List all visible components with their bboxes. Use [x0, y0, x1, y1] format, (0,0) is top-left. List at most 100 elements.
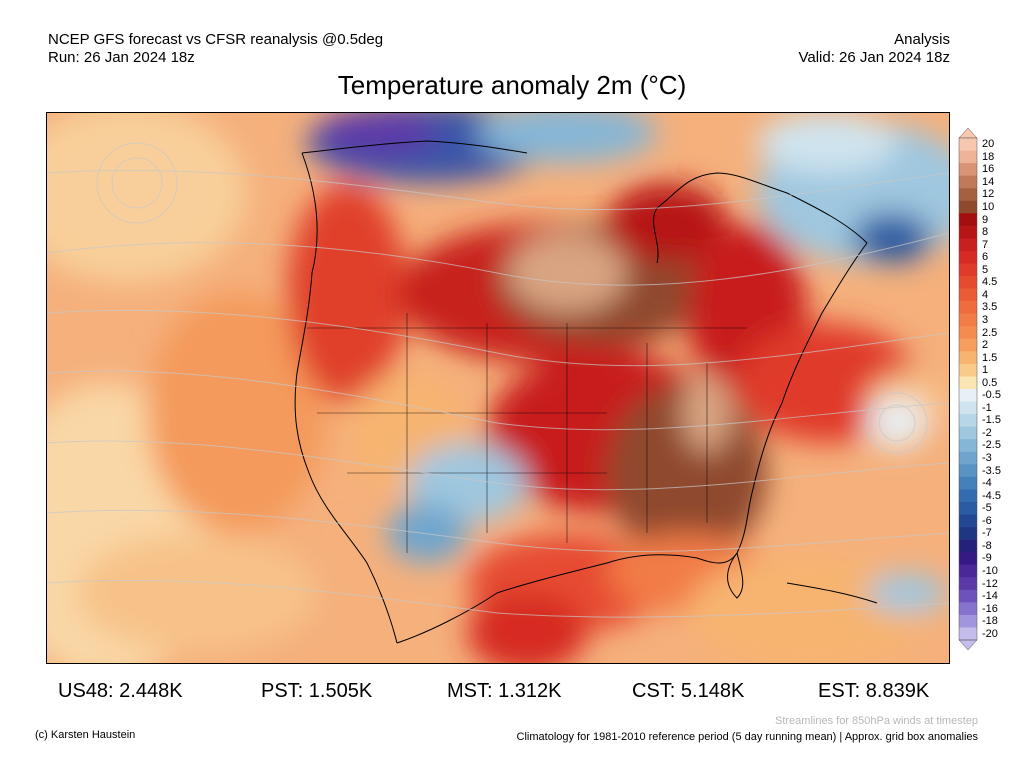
- colorbar-label: 3.5: [982, 301, 998, 314]
- colorbar-label: 6: [982, 251, 989, 264]
- colorbar-cell: [959, 552, 977, 565]
- colorbar-cell: [959, 326, 977, 340]
- credit: (c) Karsten Haustein: [35, 729, 136, 741]
- colorbar-cell: [959, 602, 977, 616]
- colorbar-cell: [959, 451, 977, 465]
- colorbar-label: 4: [982, 288, 989, 301]
- stat-mst: MST: 1.312K: [447, 680, 562, 702]
- stat-cst: CST: 5.148K: [632, 680, 745, 702]
- colorbar-cell: [959, 363, 977, 377]
- colorbar-label: -4: [982, 477, 992, 490]
- colorbar-cell: [959, 439, 977, 453]
- colorbar-label: 2: [982, 339, 989, 352]
- stat-us48: US48: 2.448K: [58, 680, 183, 702]
- colorbar-label: -16: [982, 602, 998, 615]
- colorbar-cell: [959, 188, 977, 202]
- colorbar-label: -7: [982, 527, 992, 540]
- colorbar-label: 20: [982, 138, 995, 151]
- colorbar-cell: [959, 501, 977, 515]
- colorbar-label: 18: [982, 150, 995, 163]
- borders: [307, 313, 747, 553]
- colorbar-cell: [959, 589, 977, 603]
- colorbar-cell: [959, 175, 977, 189]
- colorbar-label: -8: [982, 539, 992, 552]
- map-title: Temperature anomaly 2m (°C): [337, 70, 687, 100]
- colorbar-top-arrow: [958, 128, 978, 139]
- colorbar-cell: [959, 514, 977, 528]
- colorbar: [958, 128, 978, 650]
- colorbar-cell: [959, 389, 977, 402]
- colorbar-cell: [959, 150, 977, 164]
- model-title: NCEP GFS forecast vs CFSR reanalysis @0.…: [48, 31, 384, 48]
- colorbar-cell: [959, 238, 977, 252]
- colorbar-label: -12: [982, 577, 998, 590]
- colorbar-cell: [959, 225, 977, 239]
- stat-pst: PST: 1.505K: [261, 680, 373, 702]
- colorbar-label: -1: [982, 401, 992, 414]
- colorbar-cell: [959, 614, 977, 628]
- colorbar-cell: [959, 213, 977, 227]
- colorbar-cell: [959, 376, 977, 390]
- colorbar-label: 16: [982, 163, 995, 176]
- colorbar-cell: [959, 401, 977, 415]
- colorbar-label: 10: [982, 201, 995, 214]
- colorbar-label: 8: [982, 226, 989, 239]
- coastlines: [294, 140, 878, 644]
- colorbar-label: -9: [982, 552, 992, 565]
- colorbar-label: 2.5: [982, 326, 998, 339]
- run-time: Run: 26 Jan 2024 18z: [48, 49, 195, 66]
- colorbar-cell: [959, 263, 977, 277]
- colorbar-label: 7: [982, 238, 989, 251]
- colorbar-label: 14: [982, 175, 995, 188]
- colorbar-cell: [959, 200, 977, 214]
- colorbar-label: -5: [982, 502, 992, 515]
- colorbar-label: -4.5: [982, 489, 1001, 502]
- colorbar-cell: [959, 250, 977, 264]
- colorbar-cell: [959, 539, 977, 553]
- colorbar-cell: [959, 313, 977, 327]
- colorbar-label: 5: [982, 263, 989, 276]
- colorbar-cell: [959, 577, 977, 591]
- anomaly-map: [46, 112, 950, 664]
- colorbar-label: 0.5: [982, 376, 998, 389]
- colorbar-bottom-arrow: [958, 639, 978, 650]
- colorbar-label: -6: [982, 514, 992, 527]
- streamlines-note: Streamlines for 850hPa winds at timestep: [775, 715, 978, 727]
- colorbar-cell: [959, 464, 977, 478]
- colorbar-cell: [959, 476, 977, 490]
- colorbar-label: -2: [982, 426, 992, 439]
- colorbar-label: 3: [982, 313, 989, 326]
- colorbar-frame: [958, 137, 978, 641]
- colorbar-label: -3.5: [982, 464, 1001, 477]
- colorbar-cell: [959, 138, 977, 151]
- colorbar-label: -18: [982, 615, 998, 628]
- colorbar-label: -20: [982, 627, 998, 640]
- colorbar-cell: [959, 414, 977, 427]
- colorbar-label: -1.5: [982, 414, 1001, 427]
- colorbar-cell: [959, 163, 977, 176]
- colorbar-label: -2.5: [982, 439, 1001, 452]
- colorbar-cell: [959, 288, 977, 302]
- valid-time: Valid: 26 Jan 2024 18z: [798, 49, 950, 66]
- colorbar-label: 9: [982, 213, 989, 226]
- anomaly-map-graphic: [47, 113, 949, 663]
- analysis-label: Analysis: [894, 31, 950, 48]
- colorbar-cell: [959, 627, 977, 641]
- colorbar-label: -10: [982, 564, 998, 577]
- colorbar-label: 1: [982, 364, 989, 377]
- climatology-note: Climatology for 1981-2010 reference peri…: [516, 731, 978, 743]
- colorbar-cell: [959, 276, 977, 289]
- colorbar-cell: [959, 527, 977, 540]
- streamlines: [47, 142, 949, 618]
- stat-est: EST: 8.839K: [818, 680, 930, 702]
- colorbar-label: -3: [982, 452, 992, 465]
- colorbar-label: 1.5: [982, 351, 998, 364]
- colorbar-label: 4.5: [982, 276, 998, 289]
- colorbar-cell: [959, 338, 977, 352]
- colorbar-label: -0.5: [982, 389, 1001, 402]
- colorbar-cell: [959, 301, 977, 314]
- colorbar-cell: [959, 564, 977, 578]
- colorbar-cell: [959, 351, 977, 365]
- colorbar-label: -14: [982, 590, 998, 603]
- colorbar-label: 12: [982, 188, 995, 201]
